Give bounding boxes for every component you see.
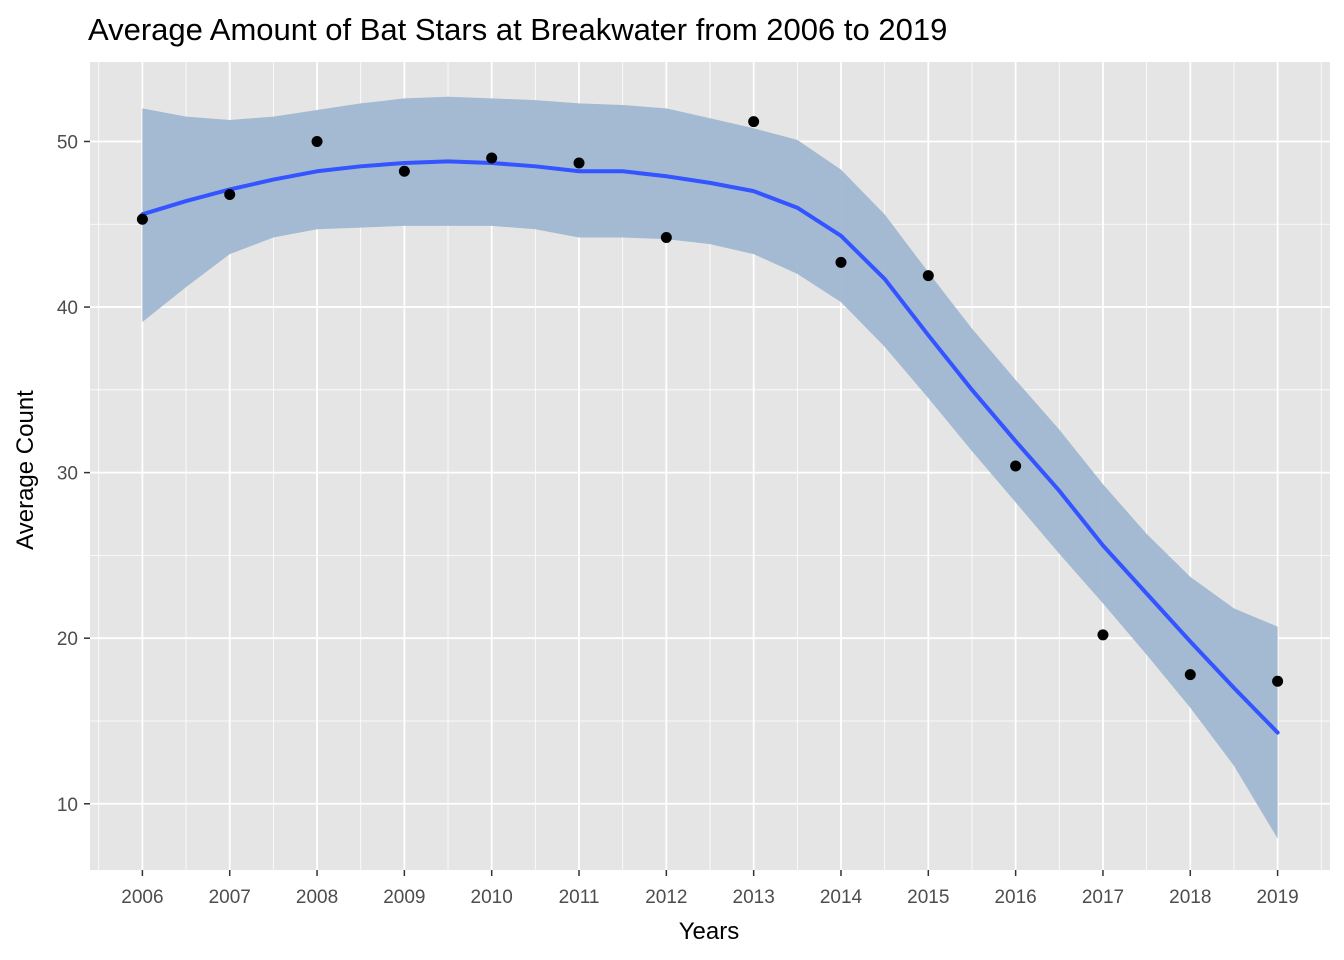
- x-tick-label: 2013: [733, 887, 775, 908]
- x-tick-label: 2015: [907, 887, 949, 908]
- data-point: [136, 213, 148, 225]
- data-point: [835, 256, 847, 268]
- data-point: [1097, 629, 1109, 641]
- x-axis-title: Years: [679, 918, 740, 945]
- y-tick-label: 50: [57, 132, 78, 153]
- data-point: [922, 270, 934, 282]
- chart-title: Average Amount of Bat Stars at Breakwate…: [88, 12, 947, 47]
- smooth-fit-line: [140, 159, 1280, 735]
- y-tick-label: 10: [57, 795, 78, 816]
- x-tick-label: 2006: [121, 887, 163, 908]
- data-point: [660, 232, 672, 244]
- x-tick-label: 2008: [296, 887, 338, 908]
- confidence-ribbon: [142, 96, 1278, 839]
- plot-panel: [90, 62, 1330, 870]
- data-point: [311, 135, 323, 147]
- x-tick-label: 2007: [209, 887, 251, 908]
- x-tick-label: 2011: [559, 887, 600, 908]
- data-point: [748, 116, 760, 128]
- x-tick-label: 2016: [994, 887, 1036, 908]
- x-tick-label: 2018: [1169, 887, 1211, 908]
- y-tick-label: 40: [57, 298, 78, 319]
- x-tick-label: 2017: [1082, 887, 1124, 908]
- x-axis: 2006 2007 2008 2009 2010 2011 2012 2013 2014 2015…: [121, 870, 1299, 908]
- y-axis: 10 20 30 40 50: [57, 132, 90, 816]
- data-point: [224, 188, 236, 200]
- x-tick-label: 2012: [645, 887, 687, 908]
- data-point: [486, 152, 498, 164]
- data-point: [1272, 675, 1284, 687]
- data-point: [1184, 669, 1196, 681]
- data-point: [573, 157, 585, 169]
- x-tick-label: 2009: [383, 887, 425, 908]
- x-tick-label: 2014: [820, 887, 863, 908]
- data-point: [1010, 460, 1022, 472]
- y-tick-label: 20: [57, 629, 78, 650]
- y-axis-title: Average Count: [12, 390, 39, 550]
- y-tick-label: 30: [57, 464, 78, 485]
- x-tick-label: 2010: [471, 887, 513, 908]
- x-tick-label: 2019: [1256, 887, 1298, 908]
- data-point: [398, 165, 410, 177]
